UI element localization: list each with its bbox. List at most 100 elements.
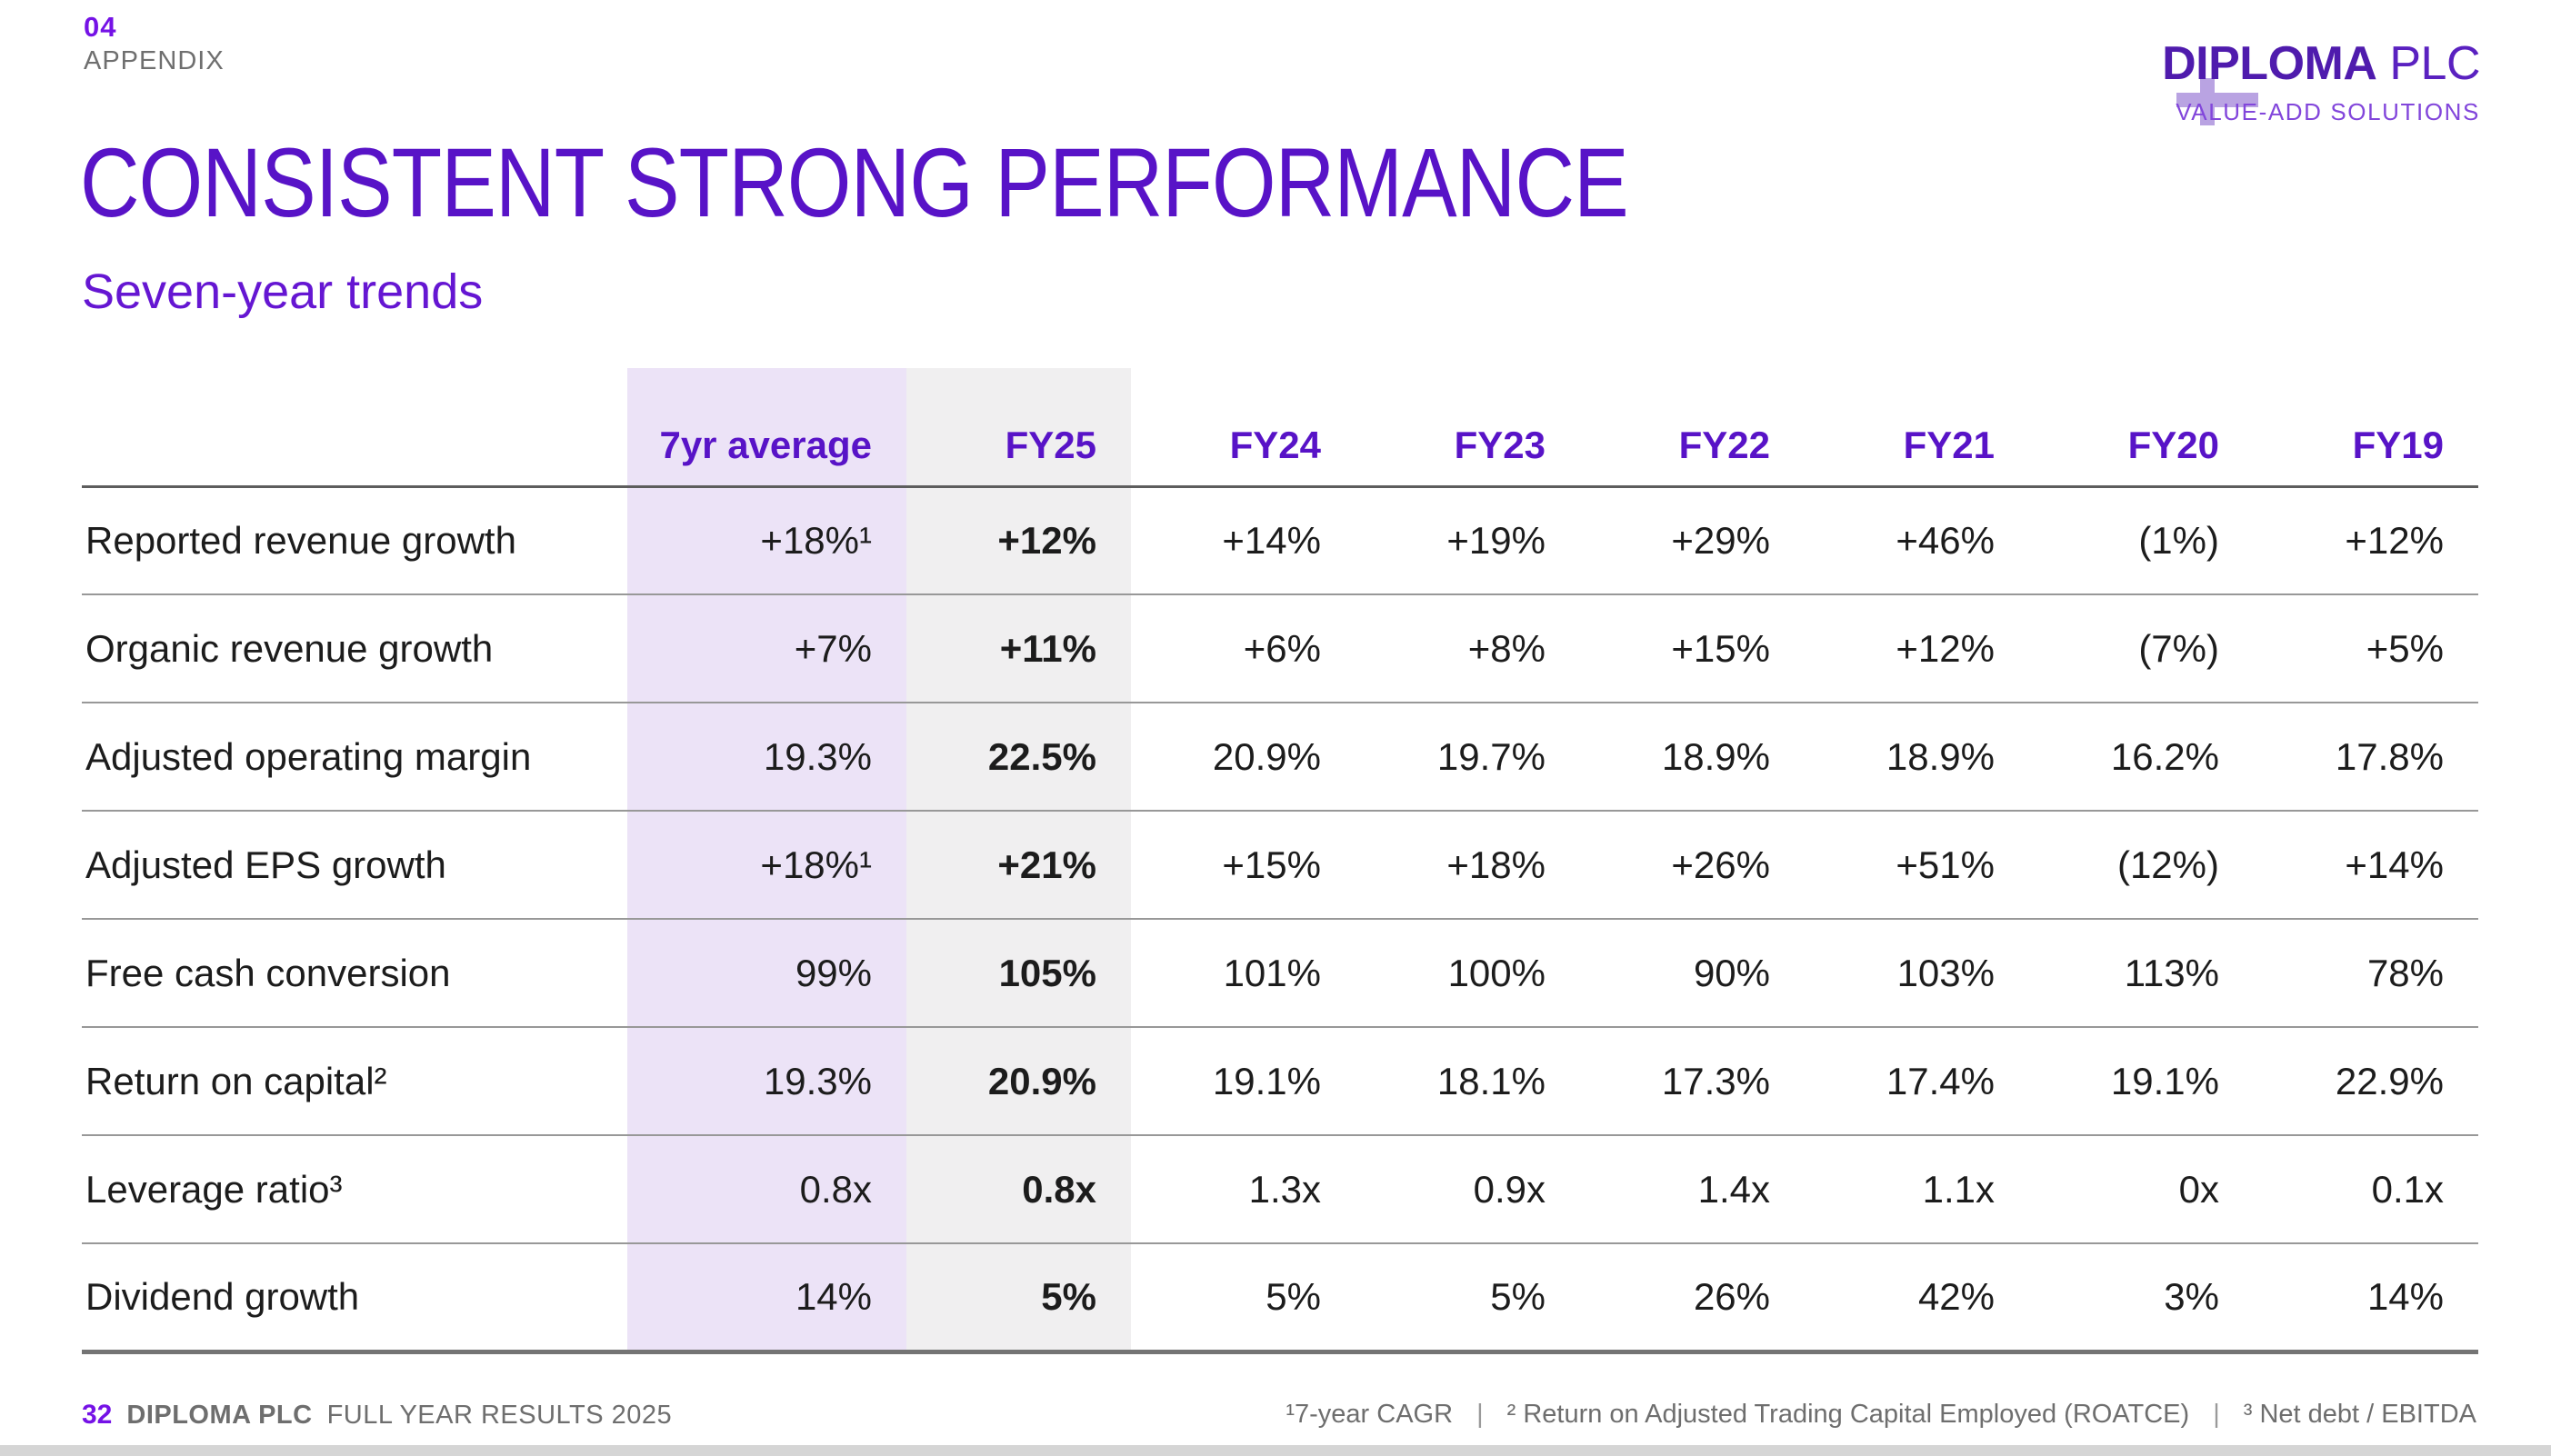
row-label: Free cash conversion [82, 919, 627, 1028]
data-cell: +51% [1805, 811, 2029, 920]
table-row: Adjusted EPS growth +18%¹ +21% +15% +18% +26%… [82, 811, 2478, 920]
data-cell: 19.1% [2029, 1027, 2254, 1136]
data-cell: 26% [1580, 1243, 1805, 1354]
column-header-fy24: FY24 [1131, 368, 1356, 488]
data-cell: 5% [906, 1243, 1131, 1354]
data-cell: 22.5% [906, 703, 1131, 812]
data-cell: 18.1% [1356, 1027, 1580, 1136]
column-header-fy21: FY21 [1805, 368, 2029, 488]
data-cell: 5% [1131, 1243, 1356, 1354]
logo-suffix: PLC [2376, 37, 2480, 90]
footer-left: 32 DIPLOMA PLC FULL YEAR RESULTS 2025 [82, 1400, 672, 1431]
row-label: Leverage ratio³ [82, 1135, 627, 1244]
data-cell: 1.4x [1580, 1135, 1805, 1244]
data-cell: +29% [1580, 486, 1805, 595]
data-cell: +18% [1356, 811, 1580, 920]
data-cell: +14% [2254, 811, 2478, 920]
row-label: Dividend growth [82, 1243, 627, 1354]
data-cell: +6% [1131, 594, 1356, 703]
data-cell: 17.8% [2254, 703, 2478, 812]
data-cell: +15% [1131, 811, 1356, 920]
table-row: Reported revenue growth +18%¹ +12% +14% +19%… [82, 486, 2478, 595]
data-cell: +26% [1580, 811, 1805, 920]
row-label: Reported revenue growth [82, 486, 627, 595]
footer-company: DIPLOMA PLC [126, 1401, 313, 1430]
data-cell: 1.3x [1131, 1135, 1356, 1244]
table-row: Dividend growth 14% 5% 5% 5% 26% 42% 3% 14% [82, 1243, 2478, 1354]
footer-report-title: FULL YEAR RESULTS 2025 [326, 1401, 673, 1430]
data-cell: +12% [906, 486, 1131, 595]
data-cell: 19.1% [1131, 1027, 1356, 1136]
data-cell: 113% [2029, 919, 2254, 1028]
footnote: ² Return on Adjusted Trading Capital Emp… [1506, 1400, 2190, 1429]
data-cell: +7% [627, 594, 906, 703]
data-cell: (1%) [2029, 486, 2254, 595]
data-cell: 17.4% [1805, 1027, 2029, 1136]
column-header-fy23: FY23 [1356, 368, 1580, 488]
data-cell: +19% [1356, 486, 1580, 595]
data-cell: 105% [906, 919, 1131, 1028]
data-cell: 78% [2254, 919, 2478, 1028]
column-header-fy19: FY19 [2254, 368, 2478, 488]
table-row: Organic revenue growth +7% +11% +6% +8% +15% +… [82, 594, 2478, 703]
data-cell: 0.9x [1356, 1135, 1580, 1244]
table-header: 7yr average FY25 FY24 FY23 FY22 FY21 FY20 FY19 [82, 368, 2478, 488]
column-header-7yr-average: 7yr average [627, 368, 906, 488]
table-header-row: 7yr average FY25 FY24 FY23 FY22 FY21 FY20 FY19 [82, 368, 2478, 488]
data-cell: 17.3% [1580, 1027, 1805, 1136]
row-label: Adjusted EPS growth [82, 811, 627, 920]
data-cell: +15% [1580, 594, 1805, 703]
data-cell: +14% [1131, 486, 1356, 595]
data-cell: 18.9% [1580, 703, 1805, 812]
data-cell: 5% [1356, 1243, 1580, 1354]
footnote-separator: | [1476, 1400, 1484, 1429]
data-cell: 0x [2029, 1135, 2254, 1244]
data-cell: +46% [1805, 486, 2029, 595]
data-cell: 100% [1356, 919, 1580, 1028]
data-cell: 3% [2029, 1243, 2254, 1354]
data-cell: 0.1x [2254, 1135, 2478, 1244]
footnote: ³ Net debt / EBITDA [2243, 1400, 2476, 1429]
logo-wordmark: DIPLOMA PLC [2098, 36, 2480, 91]
data-cell: +11% [906, 594, 1131, 703]
data-cell: +8% [1356, 594, 1580, 703]
table-row: Leverage ratio³ 0.8x 0.8x 1.3x 0.9x 1.4x 1.1x 0… [82, 1135, 2478, 1244]
footnotes: ¹7-year CAGR | ² Return on Adjusted Tradin… [1286, 1400, 2476, 1430]
page-subtitle: Seven-year trends [82, 264, 484, 319]
data-cell: 20.9% [906, 1027, 1131, 1136]
row-label: Return on capital² [82, 1027, 627, 1136]
data-cell: 103% [1805, 919, 2029, 1028]
section-number: 04 [84, 11, 117, 43]
diploma-logo: DIPLOMA PLC VALUE-ADD SOLUTIONS [2098, 36, 2480, 145]
data-cell: +12% [2254, 486, 2478, 595]
data-cell: +18%¹ [627, 811, 906, 920]
data-cell: +12% [1805, 594, 2029, 703]
column-header-fy20: FY20 [2029, 368, 2254, 488]
logo-plus-icon [2176, 93, 2258, 107]
corner-cell [82, 368, 627, 488]
data-cell: 1.1x [1805, 1135, 2029, 1244]
data-cell: 0.8x [906, 1135, 1131, 1244]
data-cell: 90% [1580, 919, 1805, 1028]
page-title: CONSISTENT STRONG PERFORMANCE [80, 127, 1629, 237]
logo-tagline: VALUE-ADD SOLUTIONS [2176, 98, 2480, 125]
data-cell: +5% [2254, 594, 2478, 703]
data-cell: +18%¹ [627, 486, 906, 595]
data-cell: 0.8x [627, 1135, 906, 1244]
footnote-separator: | [2213, 1400, 2220, 1429]
data-cell: 19.3% [627, 1027, 906, 1136]
data-cell: 42% [1805, 1243, 2029, 1354]
column-header-fy25: FY25 [906, 368, 1131, 488]
seven-year-trends-table: 7yr average FY25 FY24 FY23 FY22 FY21 FY20 FY19 … [82, 368, 2478, 1354]
row-label: Organic revenue growth [82, 594, 627, 703]
section-label: APPENDIX [84, 46, 225, 75]
data-cell: 22.9% [2254, 1027, 2478, 1136]
data-cell: 14% [627, 1243, 906, 1354]
section-tag: 04 APPENDIX [84, 11, 225, 76]
row-label: Adjusted operating margin [82, 703, 627, 812]
data-cell: 19.7% [1356, 703, 1580, 812]
column-header-fy22: FY22 [1580, 368, 1805, 488]
data-cell: (12%) [2029, 811, 2254, 920]
table-row: Adjusted operating margin 19.3% 22.5% 20.9%… [82, 703, 2478, 812]
logo-name: DIPLOMA [2162, 37, 2377, 90]
